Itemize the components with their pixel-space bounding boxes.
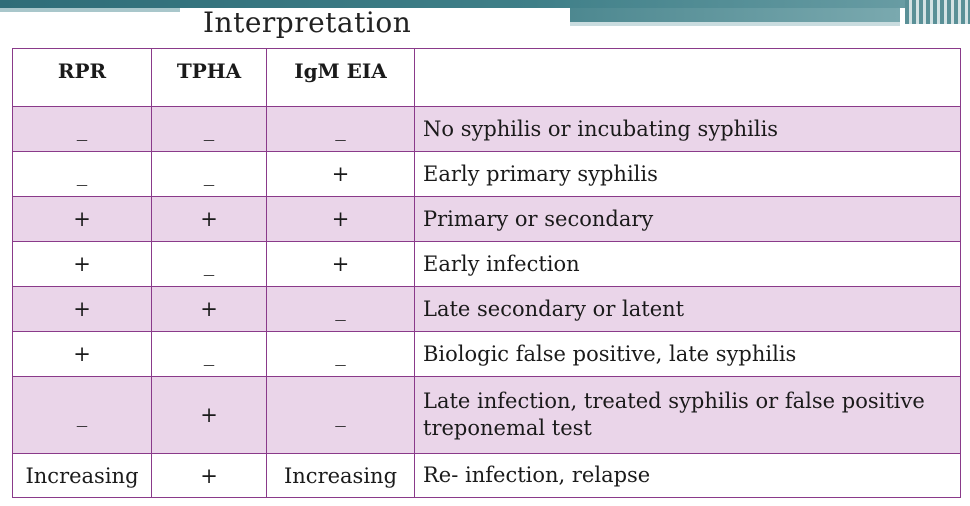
cell-igm: +	[266, 241, 415, 287]
header-igm-eia: IgM EIA	[266, 48, 415, 107]
cell-interpretation: No syphilis or incubating syphilis	[414, 106, 961, 152]
table-row: _ _ + Early primary syphilis	[12, 151, 961, 197]
table-row: _ _ _ No syphilis or incubating syphilis	[12, 106, 961, 152]
table-row: + + _ Late secondary or latent	[12, 286, 961, 332]
cell-igm: _	[266, 376, 415, 454]
cell-igm: _	[266, 106, 415, 152]
cell-tpha: _	[151, 151, 267, 197]
right-accent-bar-light	[570, 22, 900, 26]
cell-igm: _	[266, 331, 415, 377]
cell-interpretation: Late secondary or latent	[414, 286, 961, 332]
cell-interpretation: Primary or secondary	[414, 196, 961, 242]
cell-interpretation: Biologic false positive, late syphilis	[414, 331, 961, 377]
table-row: + + + Primary or secondary	[12, 196, 961, 242]
cell-tpha: _	[151, 106, 267, 152]
top-accent-bar-light	[0, 8, 180, 12]
cell-interpretation: Early primary syphilis	[414, 151, 961, 197]
cell-rpr: +	[12, 331, 152, 377]
cell-rpr: _	[12, 151, 152, 197]
header-rpr: RPR	[12, 48, 152, 107]
cell-tpha: _	[151, 241, 267, 287]
cell-interpretation: Re- infection, relapse	[414, 453, 961, 498]
cell-tpha: +	[151, 286, 267, 332]
cell-rpr: Increasing	[12, 453, 152, 498]
table-header-row: RPR TPHA IgM EIA	[12, 48, 961, 107]
cell-tpha: +	[151, 376, 267, 454]
table-row: + _ + Early infection	[12, 241, 961, 287]
cell-rpr: _	[12, 106, 152, 152]
table-row: _ + _ Late infection, treated syphilis o…	[12, 376, 961, 454]
cell-tpha: _	[151, 331, 267, 377]
cell-igm: Increasing	[266, 453, 415, 498]
page-title: Interpretation	[203, 6, 412, 39]
table-row: Increasing + Increasing Re- infection, r…	[12, 453, 961, 498]
table-row: + _ _ Biologic false positive, late syph…	[12, 331, 961, 377]
cell-rpr: _	[12, 376, 152, 454]
cell-interpretation: Late infection, treated syphilis or fals…	[414, 376, 961, 454]
cell-rpr: +	[12, 196, 152, 242]
interpretation-table: RPR TPHA IgM EIA _ _ _ No syphilis or in…	[12, 48, 961, 498]
top-accent-bar	[0, 0, 970, 8]
header-interpretation	[414, 48, 961, 107]
cell-igm: +	[266, 151, 415, 197]
header-tpha: TPHA	[151, 48, 267, 107]
cell-tpha: +	[151, 196, 267, 242]
cell-rpr: +	[12, 241, 152, 287]
corner-stripes	[905, 0, 970, 24]
cell-tpha: +	[151, 453, 267, 498]
cell-igm: _	[266, 286, 415, 332]
cell-igm: +	[266, 196, 415, 242]
right-accent-bar	[570, 8, 900, 22]
cell-interpretation: Early infection	[414, 241, 961, 287]
cell-rpr: +	[12, 286, 152, 332]
